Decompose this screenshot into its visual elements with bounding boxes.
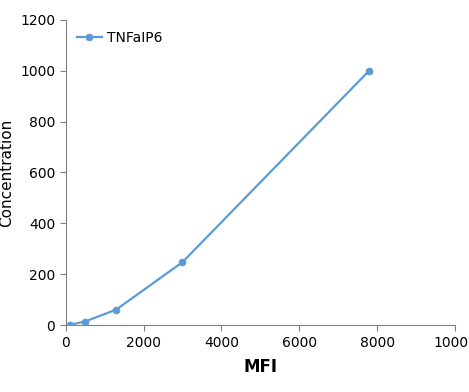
TNFaIP6 bbox=[113, 307, 119, 312]
TNFaIP6 bbox=[67, 323, 72, 327]
TNFaIP6 bbox=[180, 260, 185, 265]
X-axis label: MFI: MFI bbox=[243, 358, 277, 376]
TNFaIP6 bbox=[82, 319, 88, 324]
Line: TNFaIP6: TNFaIP6 bbox=[66, 67, 373, 328]
TNFaIP6 bbox=[366, 68, 372, 73]
Legend: TNFaIP6: TNFaIP6 bbox=[73, 27, 167, 49]
Y-axis label: Concentration: Concentration bbox=[0, 118, 15, 227]
